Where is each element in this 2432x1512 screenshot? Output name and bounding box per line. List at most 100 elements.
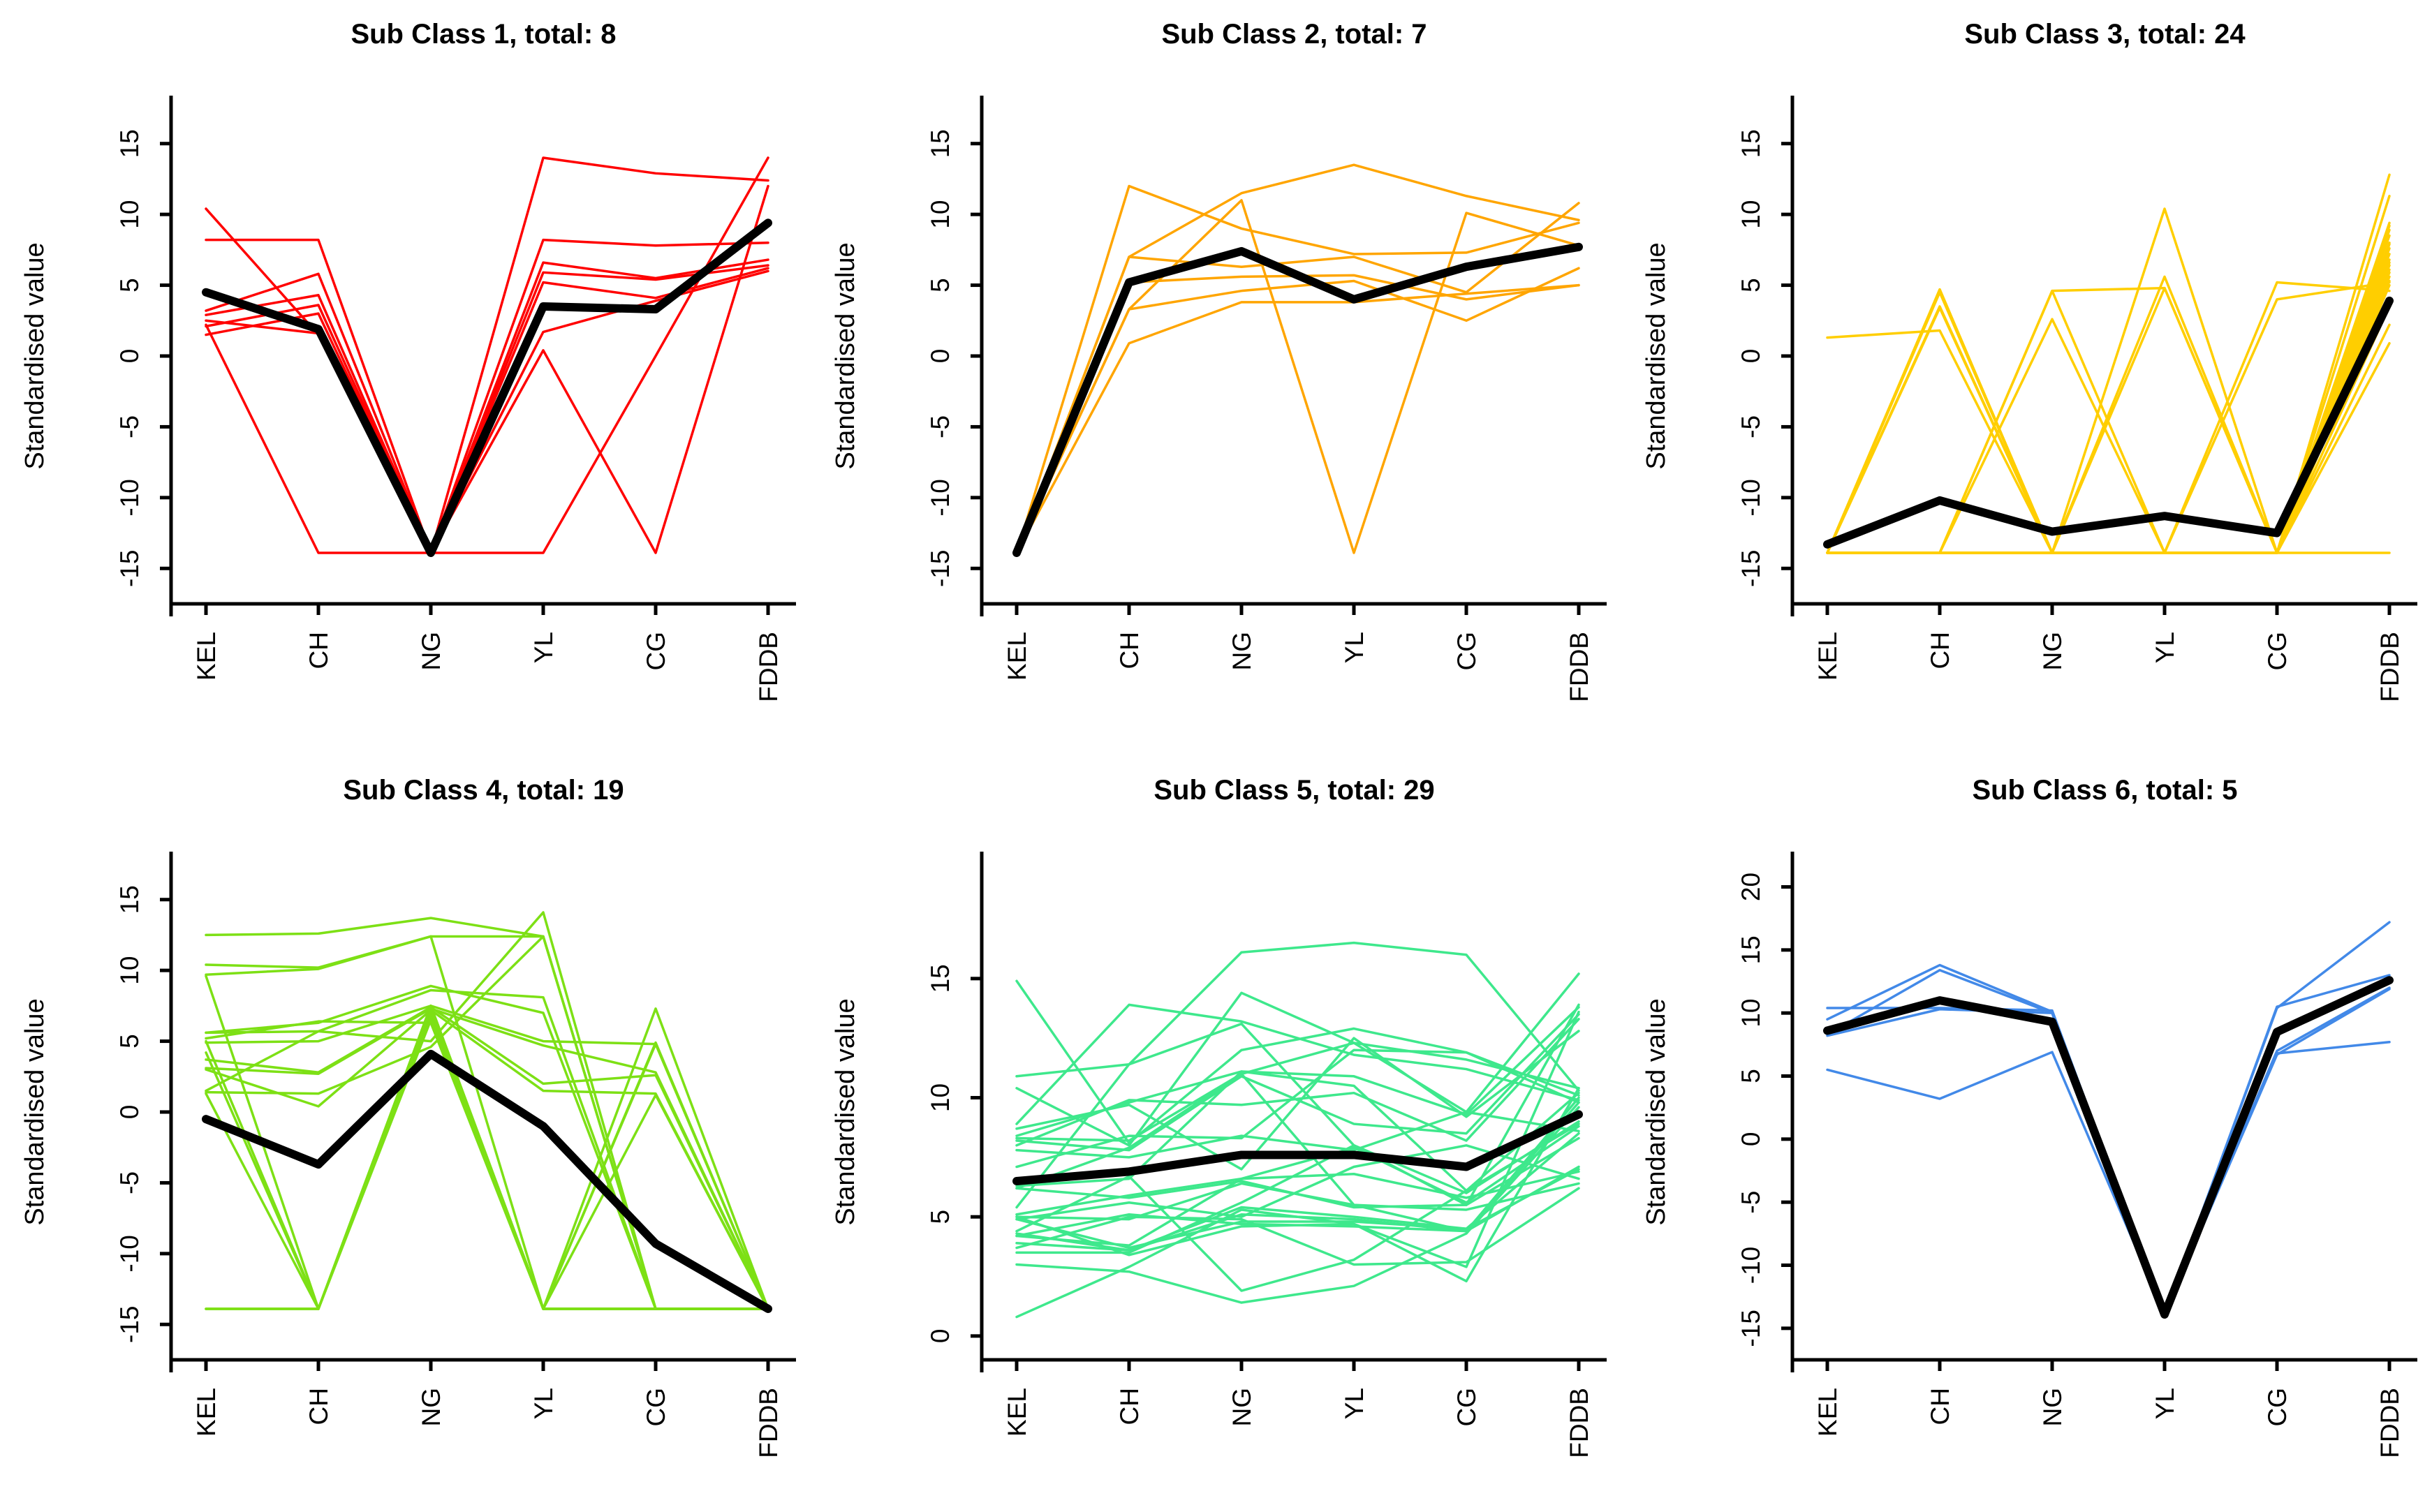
- x-tick-label: FDDB: [754, 632, 783, 702]
- x-tick-label: CH: [1115, 1388, 1144, 1425]
- x-tick-label: KEL: [1003, 632, 1031, 681]
- y-tick-label: 15: [1737, 129, 1765, 158]
- subclass-chart-4: Sub Class 4, total: 19 -15 -10 -5 0 5 10 15 KEL C…: [20, 775, 796, 1458]
- member-line: [1015, 1070, 1580, 1192]
- y-tick-label: -15: [1737, 550, 1765, 587]
- member-line: [205, 1009, 769, 1310]
- y-tick-label: -10: [926, 479, 955, 516]
- member-line: [1015, 972, 1580, 1159]
- y-tick-label: 0: [926, 1329, 955, 1344]
- x-tick-label: FDDB: [754, 1388, 783, 1458]
- y-tick-label: -15: [1737, 1310, 1765, 1347]
- x-tick-label: CH: [304, 632, 333, 669]
- y-tick-label: 0: [926, 349, 955, 364]
- member-line: [205, 184, 769, 554]
- member-line: [1015, 1136, 1580, 1254]
- member-line: [205, 238, 769, 554]
- x-tick-label: YL: [529, 1388, 558, 1419]
- y-tick-label: 0: [115, 1105, 144, 1120]
- member-line: [1826, 224, 2391, 554]
- y-tick-label: -5: [115, 1171, 144, 1194]
- member-line: [205, 1007, 769, 1310]
- y-tick-label: -10: [115, 479, 144, 516]
- member-line: [1015, 1030, 1580, 1171]
- y-tick-label: 5: [115, 278, 144, 292]
- y-tick-label: -15: [115, 550, 144, 587]
- y-tick-label: 0: [1737, 1132, 1765, 1147]
- x-tick-label: CH: [304, 1388, 333, 1425]
- y-tick-label: 15: [926, 964, 955, 993]
- panel-title: Sub Class 6, total: 5: [1972, 775, 2237, 806]
- member-line: [1826, 228, 2391, 554]
- panel-title: Sub Class 3, total: 24: [1964, 19, 2246, 50]
- y-tick-label: 5: [926, 1210, 955, 1224]
- y-axis-title: Standardised value: [831, 998, 860, 1225]
- subclass-chart-5: Sub Class 5, total: 29 0 5 10 15 KEL CH NG YL CG F…: [831, 775, 1607, 1458]
- subclass-chart-6: Sub Class 6, total: 5 -15 -10 -5 0 5 10 15 20 KEL…: [1642, 775, 2417, 1458]
- x-tick-label: YL: [1340, 1388, 1369, 1419]
- panel-title: Sub Class 4, total: 19: [343, 775, 624, 806]
- panel-title: Sub Class 5, total: 29: [1154, 775, 1434, 806]
- panel-title: Sub Class 2, total: 7: [1161, 19, 1427, 50]
- subclass-panel-1: Sub Class 1, total: 8 -15 -10 -5 0 5 10 15 KEL CH…: [0, 0, 811, 756]
- y-tick-label: 10: [1737, 200, 1765, 229]
- y-tick-label: 15: [115, 885, 144, 914]
- member-line: [1015, 1125, 1580, 1216]
- panel-title: Sub Class 1, total: 8: [351, 19, 616, 50]
- y-tick-label: 20: [1737, 873, 1765, 901]
- y-tick-label: 5: [1737, 278, 1765, 292]
- member-line: [1015, 1048, 1580, 1169]
- member-line: [1826, 234, 2391, 554]
- mean-line: [1012, 1110, 1583, 1185]
- member-line: [1015, 1010, 1580, 1268]
- y-tick-label: 15: [926, 129, 955, 158]
- y-axis-title: Standardised value: [20, 242, 50, 469]
- subclass-panel-6: Sub Class 6, total: 5 -15 -10 -5 0 5 10 15 20 KEL…: [1621, 756, 2432, 1512]
- x-tick-label: NG: [1228, 1388, 1256, 1427]
- x-tick-label: CG: [642, 1388, 670, 1427]
- y-tick-label: 5: [115, 1034, 144, 1048]
- x-tick-label: KEL: [1813, 632, 1842, 681]
- x-tick-label: NG: [1228, 632, 1256, 671]
- member-line: [1826, 921, 2391, 1316]
- member-line: [1015, 199, 1580, 554]
- member-line: [1015, 941, 1580, 1092]
- y-tick-label: 10: [115, 956, 144, 985]
- x-tick-label: NG: [417, 1388, 445, 1427]
- y-tick-label: -10: [1737, 479, 1765, 516]
- member-line: [1015, 202, 1580, 554]
- x-tick-label: YL: [1340, 632, 1369, 663]
- y-tick-label: 0: [115, 349, 144, 364]
- x-tick-label: CH: [1926, 632, 1954, 669]
- subclass-panel-3: Sub Class 3, total: 24 -15 -10 -5 0 5 10 15 KEL C…: [1621, 0, 2432, 756]
- x-tick-label: CG: [2263, 1388, 2292, 1427]
- y-tick-label: -15: [115, 1306, 144, 1343]
- subclass-panel-2: Sub Class 2, total: 7 -15 -10 -5 0 5 10 15 KEL CH…: [811, 0, 1621, 756]
- y-tick-label: 15: [1737, 935, 1765, 964]
- member-line: [1015, 1003, 1580, 1125]
- mean-line: [1823, 296, 2394, 549]
- x-tick-label: CG: [2263, 632, 2292, 671]
- subclass-panel-5: Sub Class 5, total: 29 0 5 10 15 KEL CH NG YL CG F…: [811, 756, 1621, 1512]
- member-line: [205, 156, 769, 554]
- member-line: [1015, 1087, 1580, 1319]
- x-tick-label: CH: [1926, 1388, 1954, 1425]
- x-tick-label: CG: [1452, 1388, 1481, 1427]
- subclass-chart-1: Sub Class 1, total: 8 -15 -10 -5 0 5 10 15 KEL CH…: [20, 19, 796, 702]
- x-tick-label: KEL: [192, 632, 221, 681]
- y-tick-label: 10: [926, 1083, 955, 1112]
- member-line: [1015, 267, 1580, 554]
- member-line: [1015, 1072, 1580, 1211]
- x-tick-label: YL: [2151, 1388, 2179, 1419]
- x-tick-label: FDDB: [1565, 1388, 1593, 1458]
- x-tick-label: YL: [529, 632, 558, 663]
- y-tick-label: -15: [926, 550, 955, 587]
- y-axis-title: Standardised value: [20, 998, 50, 1225]
- x-tick-label: KEL: [1813, 1388, 1842, 1437]
- member-line: [1015, 1106, 1580, 1304]
- member-line: [1015, 991, 1580, 1147]
- member-line: [1015, 1022, 1580, 1209]
- member-line: [1015, 1042, 1580, 1142]
- y-tick-label: -5: [926, 415, 955, 438]
- member-line: [205, 156, 769, 554]
